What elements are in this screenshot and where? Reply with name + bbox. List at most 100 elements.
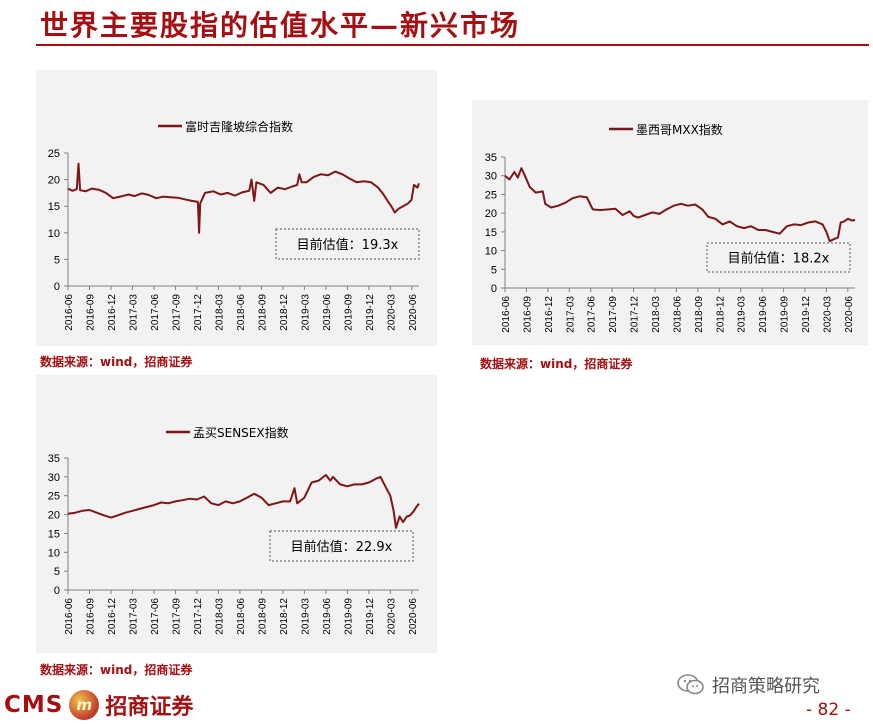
source-note-sensex: 数据来源：wind，招商证券: [40, 663, 193, 677]
x-tick-label: 2019-12: [365, 294, 376, 331]
legend-label: 孟买SENSEX指数: [193, 425, 289, 440]
y-tick-label: 25: [485, 189, 497, 201]
y-tick-label: 30: [48, 472, 60, 484]
y-tick-label: 25: [48, 491, 60, 503]
x-tick-label: 2019-12: [365, 598, 376, 635]
x-tick-label: 2019-12: [801, 296, 812, 333]
legend-label: 富时吉隆坡综合指数: [185, 119, 293, 134]
valuation-callout-box: [269, 530, 414, 562]
page-number: - 82 -: [806, 700, 851, 720]
valuation-callout-box: [706, 242, 851, 273]
x-tick-label: 2018-12: [715, 296, 726, 333]
chart-sensex: 0 5 10 15 20 25 30 35 2016-06 2016-09 2016-12 2017-…: [48, 425, 420, 635]
x-tick-label: 2020-03: [386, 294, 397, 331]
chart-mxx: 0 5 10 15 20 25 30 35 2016-06 2016-09 2016-12 2017-…: [485, 122, 856, 333]
valuation-callout-box: [275, 228, 420, 260]
y-tick-label: 10: [485, 246, 497, 258]
chart-panel-mxx: 0 5 10 15 20 25 30 35 2016-06 2016-09 2016-12 2017-…: [472, 100, 868, 345]
chart-panel-sensex: 0 5 10 15 20 25 30 35 2016-06 2016-09 2016-12 2017-…: [36, 375, 437, 653]
x-tick-label: 2017-03: [128, 598, 139, 635]
chart-panel-klci: 0 5 10 15 20 25 2016-06 2016-09 2016-12 2017-03 20…: [36, 70, 437, 346]
y-tick-label: 0: [54, 281, 60, 293]
x-tick-label: 2020-06: [408, 598, 419, 635]
logo-badge-icon: m: [69, 690, 100, 720]
y-tick-label: 10: [48, 547, 60, 559]
x-tick-label: 2017-09: [171, 294, 182, 331]
y-tick-label: 5: [491, 264, 497, 276]
x-tick-label: 2019-09: [343, 598, 354, 635]
x-tick-label: 2018-03: [651, 296, 662, 333]
valuation-callout-text: 目前估值：18.2x: [728, 251, 830, 267]
x-tick-label: 2017-06: [150, 294, 161, 331]
x-tick-label: 2020-06: [844, 296, 855, 333]
y-tick-label: 10: [48, 228, 60, 240]
x-tick-label: 2017-03: [565, 296, 576, 333]
series-line: [67, 474, 420, 529]
legend-label: 墨西哥MXX指数: [636, 122, 723, 137]
x-tick-label: 2016-09: [85, 294, 96, 331]
x-tick-label: 2018-12: [279, 294, 290, 331]
cms-logo: CMS m 招商证券: [4, 688, 193, 722]
x-tick-label: 2017-12: [630, 296, 641, 333]
x-tick-label: 2018-06: [236, 294, 247, 331]
x-tick-label: 2018-03: [214, 294, 225, 331]
y-tick-label: 35: [48, 453, 60, 465]
x-tick-label: 2018-06: [672, 296, 683, 333]
x-tick-label: 2019-03: [300, 294, 311, 331]
wechat-icon: [677, 674, 704, 695]
y-tick-label: 0: [54, 585, 60, 597]
y-tick-label: 20: [485, 208, 497, 220]
series-line: [504, 167, 856, 243]
x-tick-label: 2016-09: [85, 598, 96, 635]
y-tick-label: 15: [48, 528, 60, 540]
y-tick-label: 5: [54, 254, 60, 266]
x-tick-label: 2017-09: [608, 296, 619, 333]
x-tick-label: 2019-06: [758, 296, 769, 333]
x-tick-label: 2017-12: [193, 294, 204, 331]
source-note-mxx: 数据来源：wind，招商证券: [480, 357, 633, 371]
x-tick-label: 2019-03: [737, 296, 748, 333]
valuation-callout-text: 目前估值：19.3x: [297, 237, 399, 253]
x-tick-label: 2020-06: [408, 294, 419, 331]
y-tick-label: 20: [48, 510, 60, 522]
x-tick-label: 2016-06: [501, 296, 512, 333]
x-tick-label: 2018-09: [694, 296, 705, 333]
x-tick-label: 2016-06: [64, 294, 75, 331]
y-tick-label: 30: [485, 171, 497, 183]
y-tick-label: 15: [485, 227, 497, 239]
x-tick-label: 2018-09: [257, 598, 268, 635]
x-tick-label: 2019-06: [322, 294, 333, 331]
x-tick-label: 2018-03: [214, 598, 225, 635]
x-tick-label: 2016-09: [522, 296, 533, 333]
x-tick-label: 2017-12: [193, 598, 204, 635]
series-line: [67, 162, 420, 234]
y-tick-label: 5: [54, 566, 60, 578]
x-tick-label: 2016-12: [107, 598, 118, 635]
y-tick-label: 25: [48, 148, 60, 160]
x-tick-label: 2016-12: [107, 294, 118, 331]
x-tick-label: 2016-06: [64, 598, 75, 635]
x-tick-label: 2019-09: [780, 296, 791, 333]
logo-cms-text: CMS: [4, 692, 64, 718]
x-tick-label: 2017-09: [171, 598, 182, 635]
title-rule: [36, 44, 869, 46]
x-tick-label: 2018-12: [279, 598, 290, 635]
y-tick-label: 20: [48, 175, 60, 187]
y-tick-label: 35: [485, 152, 497, 164]
x-tick-label: 2017-03: [128, 294, 139, 331]
x-tick-label: 2017-06: [587, 296, 598, 333]
x-tick-label: 2016-12: [544, 296, 555, 333]
x-tick-label: 2018-06: [236, 598, 247, 635]
x-tick-label: 2018-09: [257, 294, 268, 331]
valuation-callout-text: 目前估值：22.9x: [291, 539, 393, 555]
y-tick-label: 0: [491, 283, 497, 295]
x-tick-label: 2019-03: [300, 598, 311, 635]
x-tick-label: 2017-06: [150, 598, 161, 635]
page-title: 世界主要股指的估值水平—新兴市场: [40, 9, 521, 42]
x-tick-label: 2019-06: [322, 598, 333, 635]
chart-klci: 0 5 10 15 20 25 2016-06 2016-09 2016-12 2017-03 20…: [48, 119, 420, 331]
x-tick-label: 2020-03: [386, 598, 397, 635]
source-note-klci: 数据来源：wind，招商证券: [40, 355, 193, 369]
x-tick-label: 2020-03: [822, 296, 833, 333]
logo-company-name: 招商证券: [105, 694, 194, 720]
